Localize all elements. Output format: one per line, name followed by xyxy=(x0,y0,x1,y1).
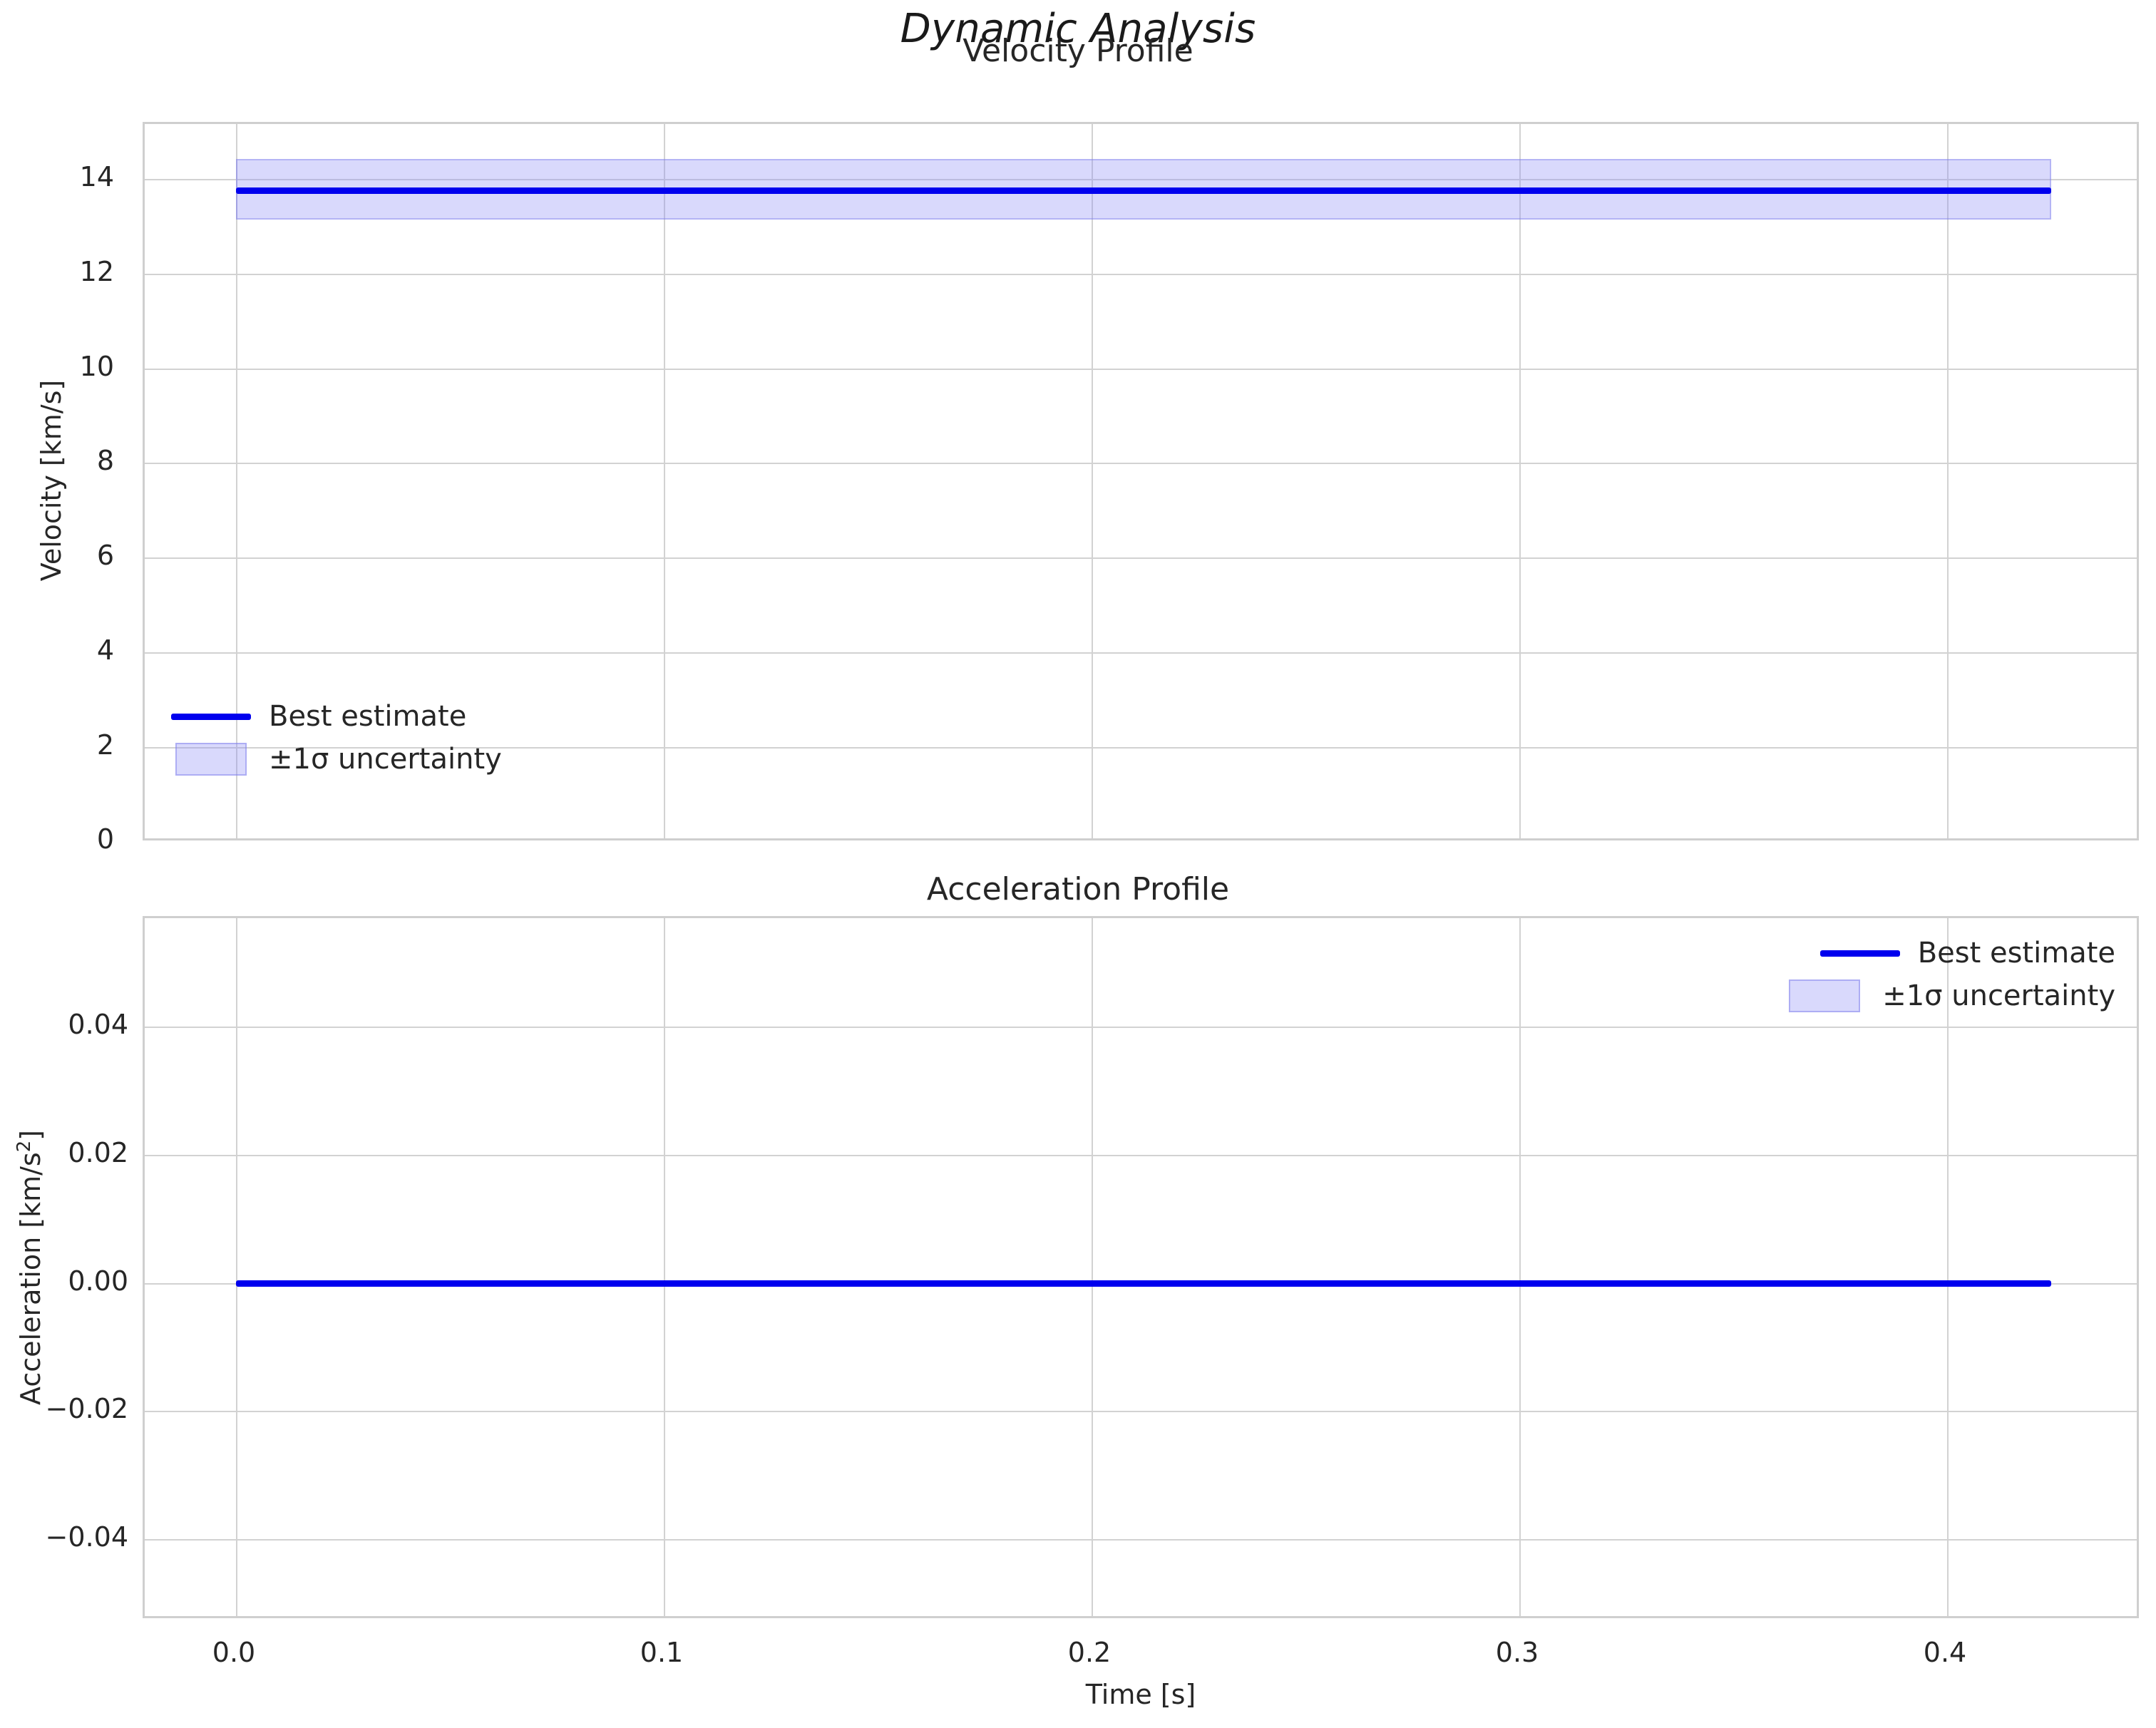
acceleration-ytick-p004: 0.04 xyxy=(68,1009,128,1040)
acceleration-gridline-y-p004 xyxy=(145,1027,2137,1028)
acceleration-legend-item-best-estimate[interactable]: Best estimate xyxy=(1818,937,2115,970)
velocity-ytick-2: 2 xyxy=(96,729,114,761)
velocity-gridline-y-6 xyxy=(145,557,2137,559)
acceleration-ytick-p002: 0.02 xyxy=(68,1137,128,1168)
velocity-ytick-4: 4 xyxy=(96,634,114,666)
velocity-gridline-y-14 xyxy=(145,179,2137,180)
velocity-best-estimate-line xyxy=(236,187,2051,194)
xtick-1: 0.1 xyxy=(640,1637,684,1668)
acceleration-ytick-m004: −0.04 xyxy=(45,1521,128,1553)
velocity-gridline-y-4 xyxy=(145,652,2137,654)
velocity-gridline-x-4 xyxy=(1947,124,1949,838)
velocity-gridline-x-3 xyxy=(1519,124,1521,838)
acceleration-gridline-x-2 xyxy=(1092,918,1093,1616)
velocity-gridline-y-10 xyxy=(145,369,2137,370)
acceleration-best-estimate-line xyxy=(236,1280,2051,1287)
velocity-ytick-6: 6 xyxy=(96,540,114,571)
velocity-gridline-x-2 xyxy=(1092,124,1093,838)
velocity-gridline-y-8 xyxy=(145,463,2137,464)
xtick-4: 0.4 xyxy=(1923,1637,1967,1668)
acceleration-gridline-x-0 xyxy=(236,918,237,1616)
velocity-plot-area[interactable]: Best estimate ±1σ uncertainty xyxy=(143,122,2139,840)
acceleration-ytick-000: 0.00 xyxy=(68,1265,128,1297)
acceleration-plot-inner: Best estimate ±1σ uncertainty xyxy=(145,918,2137,1616)
legend-patch-icon xyxy=(169,743,253,776)
velocity-gridline-x-1 xyxy=(664,124,665,838)
velocity-ytick-12: 12 xyxy=(79,256,114,287)
velocity-plot-inner: Best estimate ±1σ uncertainty xyxy=(145,124,2137,838)
acceleration-ytick-m002: −0.02 xyxy=(45,1393,128,1424)
acceleration-gridline-x-1 xyxy=(664,918,665,1616)
legend-line-icon xyxy=(169,702,253,731)
acceleration-legend-label-best-estimate: Best estimate xyxy=(1917,937,2115,970)
legend-patch-icon xyxy=(1782,979,1867,1012)
xtick-3: 0.3 xyxy=(1495,1637,1539,1668)
acceleration-panel-title: Acceleration Profile xyxy=(926,871,1230,907)
velocity-legend-item-uncertainty[interactable]: ±1σ uncertainty xyxy=(169,743,502,776)
acceleration-gridline-y-m004 xyxy=(145,1539,2137,1541)
legend-line-icon xyxy=(1818,939,1902,967)
velocity-gridline-x-0 xyxy=(236,124,237,838)
velocity-legend-label-uncertainty: ±1σ uncertainty xyxy=(269,743,502,776)
acceleration-legend-label-uncertainty: ±1σ uncertainty xyxy=(1882,979,2115,1012)
velocity-ytick-10: 10 xyxy=(79,351,114,382)
x-axis-label: Time [s] xyxy=(1085,1679,1196,1710)
velocity-legend-item-best-estimate[interactable]: Best estimate xyxy=(169,700,502,733)
velocity-legend[interactable]: Best estimate ±1σ uncertainty xyxy=(169,700,502,776)
xtick-0: 0.0 xyxy=(212,1637,256,1668)
velocity-panel-title: Velocity Profile xyxy=(962,33,1194,69)
acceleration-gridline-x-4 xyxy=(1947,918,1949,1616)
velocity-gridline-y-2 xyxy=(145,747,2137,749)
acceleration-gridline-y-m002 xyxy=(145,1411,2137,1412)
acceleration-legend[interactable]: Best estimate ±1σ uncertainty xyxy=(1782,937,2115,1012)
velocity-ytick-8: 8 xyxy=(96,445,114,476)
xtick-2: 0.2 xyxy=(1067,1637,1112,1668)
velocity-ytick-14: 14 xyxy=(79,161,114,192)
acceleration-gridline-x-3 xyxy=(1519,918,1521,1616)
velocity-ytick-0: 0 xyxy=(96,823,114,855)
velocity-gridline-y-12 xyxy=(145,274,2137,275)
velocity-legend-label-best-estimate: Best estimate xyxy=(269,700,467,733)
figure-suptitle: Dynamic Analysis xyxy=(900,6,1256,52)
acceleration-gridline-y-p002 xyxy=(145,1155,2137,1156)
acceleration-plot-area[interactable]: Best estimate ±1σ uncertainty xyxy=(143,916,2139,1618)
acceleration-legend-item-uncertainty[interactable]: ±1σ uncertainty xyxy=(1782,979,2115,1012)
